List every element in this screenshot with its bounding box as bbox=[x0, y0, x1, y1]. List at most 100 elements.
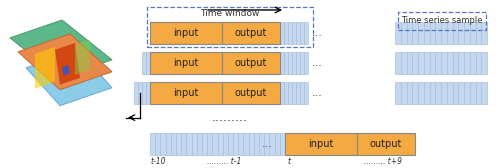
Bar bbox=[222, 52, 280, 74]
Bar bbox=[284, 22, 288, 44]
Text: Time series sample: Time series sample bbox=[401, 16, 483, 25]
Bar bbox=[300, 82, 304, 104]
Bar bbox=[476, 52, 481, 74]
Bar bbox=[481, 82, 487, 104]
Bar bbox=[418, 52, 424, 74]
Bar bbox=[412, 52, 418, 74]
Bar bbox=[280, 52, 284, 74]
Bar bbox=[150, 82, 222, 104]
Bar bbox=[147, 7, 313, 47]
Bar bbox=[300, 22, 304, 44]
Bar bbox=[274, 133, 280, 155]
Bar bbox=[418, 22, 424, 44]
Bar bbox=[160, 133, 166, 155]
Bar bbox=[395, 22, 401, 44]
Bar bbox=[222, 133, 228, 155]
Bar bbox=[280, 82, 284, 104]
Bar bbox=[166, 133, 171, 155]
Bar bbox=[357, 133, 415, 155]
Bar bbox=[134, 82, 138, 104]
Bar bbox=[207, 133, 212, 155]
Bar bbox=[452, 52, 458, 74]
Bar bbox=[441, 82, 447, 104]
Bar bbox=[435, 52, 441, 74]
Text: t: t bbox=[288, 157, 291, 165]
Bar bbox=[406, 22, 412, 44]
Bar bbox=[398, 12, 486, 30]
Bar bbox=[401, 82, 406, 104]
Text: ......... t+9: ......... t+9 bbox=[364, 157, 402, 165]
Bar bbox=[150, 52, 222, 74]
Bar bbox=[447, 82, 452, 104]
Text: input: input bbox=[308, 139, 334, 149]
Bar bbox=[284, 52, 288, 74]
Bar bbox=[458, 22, 464, 44]
Bar bbox=[412, 22, 418, 44]
Bar bbox=[296, 82, 300, 104]
Bar bbox=[395, 52, 401, 74]
Text: ......... t-1: ......... t-1 bbox=[207, 157, 242, 165]
Bar bbox=[222, 82, 280, 104]
Bar bbox=[150, 22, 222, 44]
Bar bbox=[464, 82, 470, 104]
Bar bbox=[181, 133, 186, 155]
Bar bbox=[264, 133, 270, 155]
Bar bbox=[171, 133, 176, 155]
Bar bbox=[155, 133, 160, 155]
Bar bbox=[192, 133, 196, 155]
Polygon shape bbox=[62, 65, 70, 76]
Bar bbox=[464, 52, 470, 74]
Bar bbox=[142, 52, 146, 74]
Text: ...: ... bbox=[312, 88, 323, 98]
Bar bbox=[304, 22, 308, 44]
Bar bbox=[212, 133, 218, 155]
Text: output: output bbox=[370, 139, 402, 149]
Bar bbox=[259, 133, 264, 155]
Bar bbox=[142, 82, 146, 104]
Bar bbox=[228, 133, 233, 155]
Bar bbox=[150, 133, 155, 155]
Text: t-10: t-10 bbox=[151, 157, 166, 165]
Text: output: output bbox=[235, 28, 267, 38]
Bar bbox=[481, 52, 487, 74]
Text: input: input bbox=[174, 28, 199, 38]
Polygon shape bbox=[10, 20, 112, 78]
Bar bbox=[196, 133, 202, 155]
Bar bbox=[146, 52, 150, 74]
Bar bbox=[296, 22, 300, 44]
Bar bbox=[470, 82, 476, 104]
Bar bbox=[233, 133, 238, 155]
Bar bbox=[280, 133, 285, 155]
Text: ...: ... bbox=[312, 58, 323, 68]
Bar bbox=[424, 52, 430, 74]
Bar bbox=[401, 52, 406, 74]
Bar bbox=[401, 22, 406, 44]
Bar bbox=[481, 22, 487, 44]
Bar bbox=[238, 133, 244, 155]
Bar bbox=[430, 82, 435, 104]
Bar bbox=[458, 82, 464, 104]
Bar bbox=[470, 22, 476, 44]
Bar bbox=[476, 82, 481, 104]
Bar bbox=[248, 133, 254, 155]
Bar bbox=[176, 133, 181, 155]
Bar bbox=[270, 133, 274, 155]
Bar bbox=[218, 133, 222, 155]
Bar bbox=[406, 52, 412, 74]
Bar bbox=[304, 52, 308, 74]
Text: .........: ......... bbox=[212, 111, 248, 124]
Bar bbox=[285, 133, 357, 155]
Text: output: output bbox=[235, 88, 267, 98]
Bar bbox=[254, 133, 259, 155]
Bar bbox=[452, 22, 458, 44]
Bar bbox=[458, 52, 464, 74]
Bar bbox=[447, 52, 452, 74]
Polygon shape bbox=[75, 40, 90, 75]
Bar bbox=[284, 82, 288, 104]
Bar bbox=[424, 22, 430, 44]
Polygon shape bbox=[18, 34, 112, 90]
Text: output: output bbox=[235, 58, 267, 68]
Bar bbox=[300, 52, 304, 74]
Bar bbox=[138, 82, 142, 104]
Text: ...: ... bbox=[262, 139, 273, 149]
